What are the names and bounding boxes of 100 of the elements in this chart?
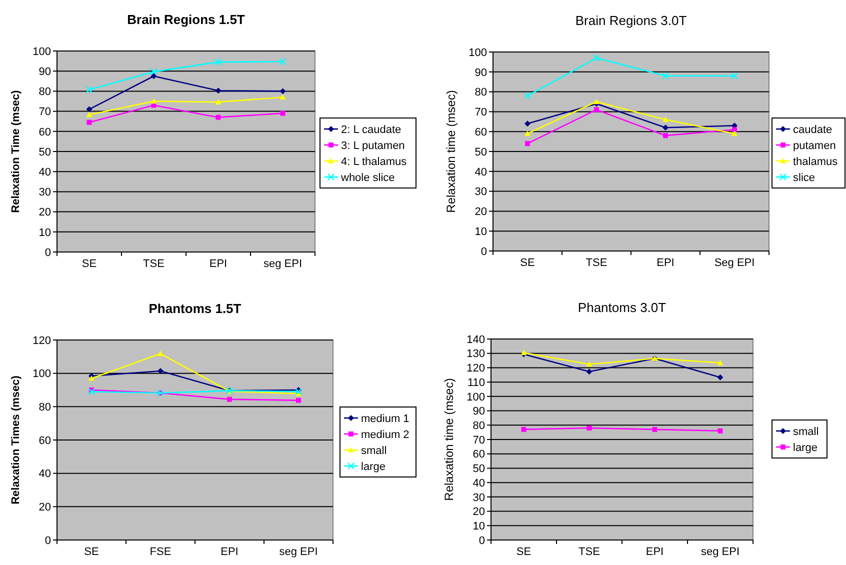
y-tick-label: 40 [472, 477, 485, 490]
point [216, 114, 221, 120]
y-axis-title: Relaxation Time (msec) [10, 90, 22, 213]
legend-label: large [361, 460, 386, 473]
y-tick-label: 20 [38, 206, 51, 219]
y-tick-label: 70 [38, 106, 51, 118]
legend-label: medium 1 [361, 412, 410, 425]
y-tick-label: 120 [32, 334, 51, 347]
point [524, 120, 530, 127]
x-tick-label: EPI [656, 257, 674, 269]
point [158, 368, 164, 374]
x-tick-label: SE [520, 257, 535, 269]
y-tick-label: 70 [472, 434, 485, 446]
x-tick-label: SE [516, 546, 532, 558]
point [525, 141, 530, 146]
legend-label: slice [793, 172, 816, 184]
legend-label: whole slice [340, 172, 395, 184]
point [662, 116, 668, 122]
y-axis-title: Relaxation time (msec) [442, 378, 456, 501]
y-tick-label: 0 [44, 534, 51, 547]
y-tick-label: 50 [472, 463, 485, 476]
point [280, 94, 286, 100]
point [227, 396, 232, 402]
point [586, 361, 592, 367]
point [150, 98, 157, 104]
point [594, 107, 599, 112]
point [280, 110, 286, 116]
y-tick-label: 30 [472, 492, 485, 504]
y-tick-label: 30 [474, 186, 487, 198]
point [730, 72, 738, 80]
y-tick-label: 80 [38, 402, 51, 414]
y-tick-label: 100 [32, 46, 51, 58]
x-tick-label: seg EPI [279, 546, 318, 558]
x-tick-label: TSE [586, 257, 608, 269]
point [592, 54, 600, 62]
y-tick-label: 90 [38, 66, 51, 78]
point [215, 99, 222, 104]
x-tick-label: EPI [209, 258, 228, 270]
y-tick-label: 120 [466, 362, 485, 375]
point [280, 88, 286, 94]
y-axis-title: Relaxation Times (msec) [10, 375, 22, 504]
point [296, 398, 301, 403]
point [158, 350, 164, 356]
y-tick-label: 10 [38, 226, 51, 239]
point [652, 426, 658, 432]
x-tick-label: seg EPI [700, 546, 740, 558]
legend-label: small [793, 426, 819, 438]
y-tick-label: 100 [468, 46, 487, 59]
y-tick-label: 60 [474, 126, 487, 138]
point [662, 124, 668, 131]
point [151, 102, 156, 108]
chart-title: Phantoms 1.5T [148, 301, 242, 316]
y-tick-label: 110 [467, 376, 485, 389]
x-tick-label: Seg EPI [714, 257, 755, 269]
y-tick-label: 80 [474, 86, 487, 99]
y-tick-label: 90 [474, 66, 487, 79]
point [86, 120, 92, 125]
y-tick-label: 70 [474, 106, 487, 119]
y-tick-label: 0 [478, 534, 485, 547]
legend-label: 3: L putamen [341, 140, 405, 152]
point [717, 360, 724, 366]
y-tick-label: 20 [472, 506, 485, 518]
point [717, 374, 724, 380]
legend-label: caudate [793, 124, 832, 136]
chart-title: Brain Regions 3.0T [575, 13, 687, 28]
y-tick-label: 50 [474, 146, 487, 158]
y-tick-label: 40 [38, 468, 51, 480]
y-tick-label: 50 [38, 146, 51, 158]
y-tick-label: 90 [472, 406, 485, 418]
y-tick-label: 40 [474, 166, 487, 178]
point [524, 130, 530, 136]
point [594, 98, 600, 104]
point [732, 127, 737, 132]
chart-title: Phantoms 3.0T [578, 300, 666, 315]
y-tick-label: 140 [466, 334, 485, 346]
point [150, 68, 158, 76]
x-tick-label: FSE [150, 546, 172, 558]
x-tick-label: SE [84, 546, 99, 558]
point [214, 58, 222, 66]
y-tick-label: 20 [474, 206, 487, 218]
point [521, 426, 526, 432]
y-tick-label: 10 [474, 226, 487, 238]
point [662, 72, 670, 80]
point [86, 112, 92, 118]
legend-label: 4: L thalamus [341, 156, 408, 168]
point [586, 368, 592, 375]
x-tick-label: EPI [646, 546, 664, 558]
x-tick-label: seg EPI [263, 258, 302, 270]
point [718, 428, 723, 434]
point [150, 73, 157, 80]
x-tick-label: TSE [143, 258, 164, 270]
legend-label: medium 2 [361, 428, 410, 441]
y-axis-title: Relaxation time (msec) [444, 90, 458, 213]
point [215, 88, 222, 94]
y-tick-label: 100 [466, 391, 485, 404]
legend-label: thalamus [793, 156, 838, 168]
legend-label: small [361, 444, 387, 457]
legend-label: putamen [793, 140, 836, 152]
y-tick-label: 60 [38, 126, 51, 138]
x-tick-label: TSE [578, 546, 600, 558]
